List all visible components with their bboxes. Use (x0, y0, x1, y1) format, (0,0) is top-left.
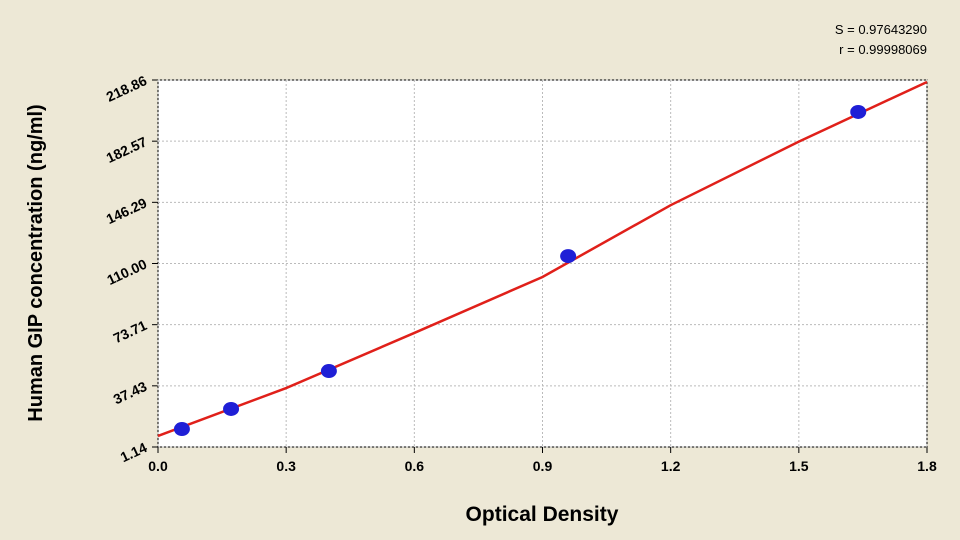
x-axis-label: Optical Density (466, 503, 619, 526)
fit-curve (157, 80, 928, 438)
data-point (173, 422, 190, 437)
data-point (560, 249, 577, 264)
x-tick-label: 0.9 (533, 458, 553, 474)
x-tick-label: 0.0 (148, 458, 168, 474)
x-tick-label: 0.6 (405, 458, 425, 474)
y-axis-label: Human GIP concentration (ng/ml) (25, 104, 47, 421)
annotation: S = 0.97643290 (835, 22, 927, 37)
annotation: r = 0.99998069 (839, 42, 927, 57)
data-point (320, 364, 337, 379)
data-point (850, 104, 867, 119)
data-point (223, 401, 240, 416)
x-tick-label: 0.3 (276, 458, 296, 474)
x-tick-label: 1.5 (789, 458, 809, 474)
x-tick-label: 1.8 (917, 458, 937, 474)
x-tick-label: 1.2 (661, 458, 681, 474)
